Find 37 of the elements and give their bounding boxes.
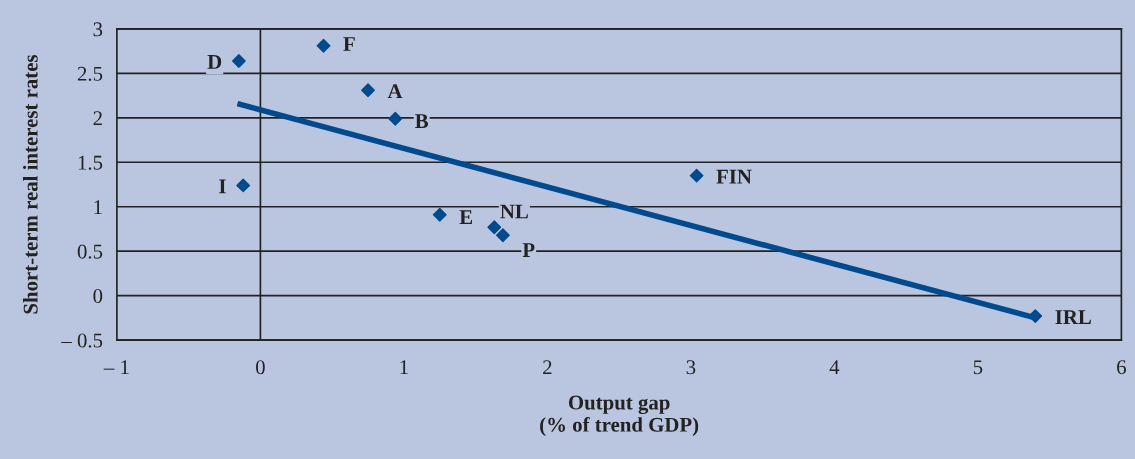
point	[487, 220, 502, 235]
y-tick-label: 1.5	[78, 155, 103, 170]
point	[689, 168, 704, 183]
y-tick-label: 1	[94, 200, 102, 214]
y-axis-title: Short-term real interest rates	[23, 54, 38, 314]
x-tick-label: – 1	[103, 360, 129, 375]
y-tick-label: 0.5	[77, 244, 103, 259]
point	[231, 54, 246, 68]
x-tick-label: 6	[1117, 360, 1126, 375]
annotation: D	[207, 55, 222, 69]
annotation: IRL	[1055, 310, 1091, 324]
point	[361, 83, 375, 98]
annotation: P	[522, 243, 535, 257]
point	[316, 38, 331, 53]
point	[388, 111, 403, 126]
x-tick-label: 0	[255, 360, 265, 375]
annotation: FIN	[716, 169, 752, 184]
y-tick-label: – 0.5	[61, 333, 103, 348]
annotation: F	[343, 37, 355, 51]
y-tick-label: 2	[93, 111, 102, 126]
x-tick-label: 3	[686, 360, 696, 375]
point	[496, 228, 510, 243]
y-tick-label: 3	[93, 22, 103, 37]
x-tick-label: 1	[400, 360, 408, 375]
annotation: B	[415, 114, 429, 128]
x-tick-label: 4	[829, 360, 840, 375]
annotation: I	[219, 179, 226, 194]
x-axis-title: Output gap (% of trend GDP)	[540, 395, 699, 437]
point	[236, 178, 251, 193]
annotation: NL	[500, 204, 528, 219]
x-tick-label: 5	[973, 360, 983, 375]
y-tick-label: 0	[93, 289, 103, 304]
y-tick-label: 2.5	[77, 66, 103, 81]
x-tick-label: 2	[543, 360, 552, 375]
annotation: A	[387, 84, 403, 99]
point	[432, 207, 447, 222]
annotation: E	[459, 210, 473, 224]
